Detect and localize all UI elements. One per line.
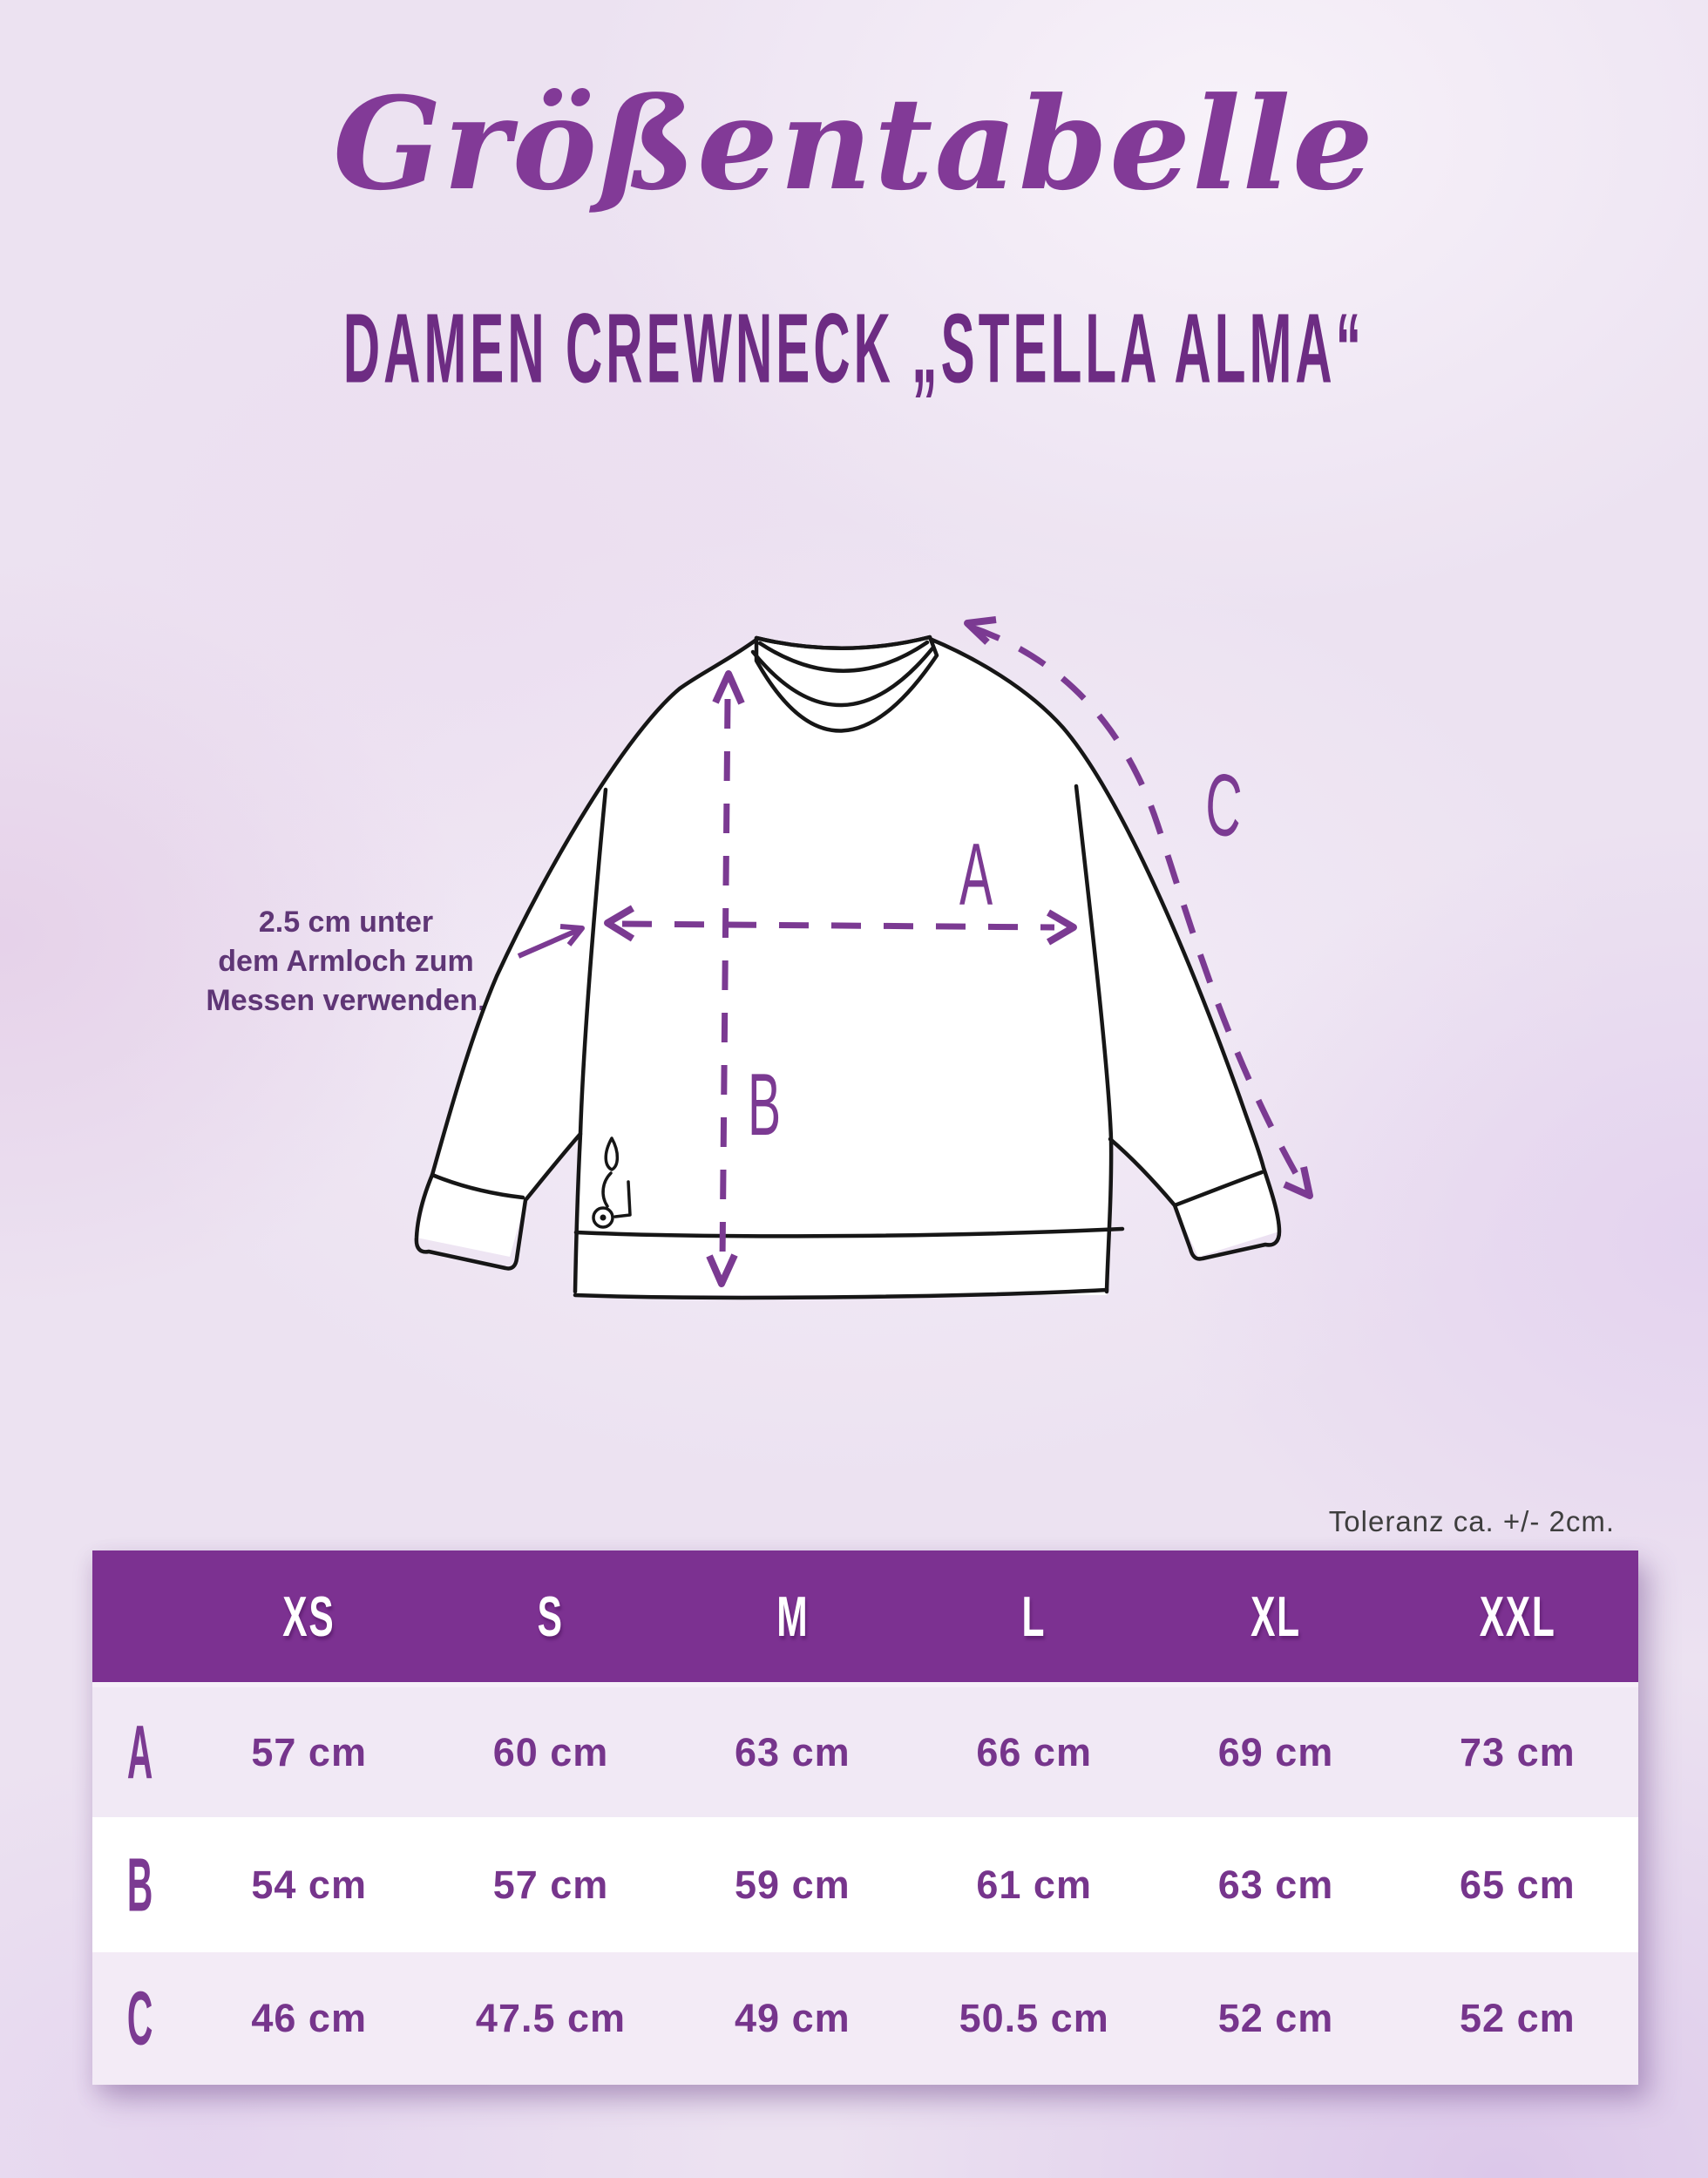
measure-b-line — [719, 698, 731, 1263]
tolerance-note: Toleranz ca. +/- 2cm. — [1328, 1505, 1615, 1537]
measure-c-arrow-top — [964, 616, 997, 645]
page-title: Größentabelle — [333, 70, 1375, 219]
cell-a-xl: 69 cm — [1217, 1729, 1334, 1774]
sweater-body — [575, 639, 1113, 1295]
left-sleeve-outline — [414, 637, 759, 1271]
column-header-xxl: XXL — [1479, 1584, 1556, 1648]
table-row-b: B 54 cm 57 cm 59 cm 61 cm 63 cm 65 cm — [92, 1817, 1638, 1952]
right-cuff-line — [1172, 1170, 1264, 1208]
cell-b-s: 57 cm — [492, 1862, 609, 1907]
row-label-c: C — [127, 1976, 153, 2061]
product-subtitle-text: DAMEN CREWNECK „STELLA ALMA“ — [342, 293, 1366, 404]
sweater-measurement-diagram: A B C — [414, 616, 1313, 1300]
column-header-xs: XS — [282, 1584, 336, 1648]
cell-b-m: 59 cm — [735, 1862, 851, 1907]
right-sleeve-outline — [927, 636, 1282, 1261]
cell-a-xs: 57 cm — [251, 1729, 367, 1774]
measure-a-arrow-right — [1046, 909, 1077, 946]
cell-b-xl: 63 cm — [1217, 1862, 1334, 1907]
row-label-a: A — [127, 1709, 153, 1795]
cell-c-m: 49 cm — [735, 1996, 851, 2040]
label-c: C — [1203, 754, 1244, 858]
size-table: XS S M L XL XXL A 57 cm 60 cm 63 cm 66 c… — [92, 1550, 1638, 2085]
right-side-seam — [1074, 784, 1114, 1294]
left-side-seam — [573, 787, 608, 1294]
cell-a-s: 60 cm — [492, 1729, 609, 1774]
table-row-c: C 46 cm 47.5 cm 49 cm 50.5 cm 52 cm 52 c… — [92, 1952, 1638, 2085]
column-header-l: L — [1021, 1584, 1047, 1648]
measure-c-line — [970, 624, 1309, 1192]
annotation-arrow-head — [559, 924, 585, 947]
cell-c-xxl: 52 cm — [1460, 1996, 1576, 2040]
cell-c-xl: 52 cm — [1217, 1996, 1334, 2040]
cell-b-xxl: 65 cm — [1460, 1862, 1576, 1907]
collar-rib-2 — [750, 646, 935, 708]
table-row-a: A 57 cm 60 cm 63 cm 66 cm 69 cm 73 cm — [92, 1682, 1638, 1817]
cell-b-xs: 54 cm — [251, 1862, 367, 1907]
cell-a-xxl: 73 cm — [1460, 1729, 1576, 1774]
armhole-measure-note: 2.5 cm unter dem Armloch zum Messen verw… — [206, 906, 486, 1017]
measure-a-line — [621, 920, 1055, 931]
column-header-s: S — [537, 1584, 565, 1648]
collar-top-edge — [754, 634, 932, 650]
column-header-xl: XL — [1250, 1584, 1301, 1648]
cell-b-l: 61 cm — [976, 1862, 1092, 1907]
cell-a-m: 63 cm — [735, 1729, 851, 1774]
measure-b-arrow-bottom — [706, 1253, 738, 1287]
measure-a-arrow-left — [604, 905, 635, 942]
cell-a-l: 66 cm — [976, 1729, 1092, 1774]
row-label-b: B — [127, 1842, 153, 1928]
hem-top-line — [573, 1226, 1125, 1238]
size-table-header-row: XS S M L XL XXL — [92, 1550, 1638, 1682]
measure-b-arrow-top — [712, 670, 745, 705]
annotation-arrow — [517, 926, 582, 959]
cell-c-s: 47.5 cm — [475, 1996, 627, 2040]
left-cuff-line — [430, 1172, 525, 1200]
hem-bottom-line — [573, 1287, 1109, 1300]
product-subtitle: DAMEN CREWNECK „STELLA ALMA“ — [0, 288, 1708, 410]
sweater-right-sleeve — [930, 639, 1279, 1257]
cell-c-l: 50.5 cm — [959, 1996, 1109, 2040]
label-a: A — [959, 826, 993, 924]
collar-rib-1 — [757, 640, 930, 673]
label-b: B — [748, 1056, 781, 1154]
candle-logo-icon — [592, 1136, 632, 1229]
measure-c-arrow-bottom — [1283, 1166, 1313, 1199]
cell-c-xs: 46 cm — [251, 1996, 367, 2040]
column-header-m: M — [776, 1584, 809, 1648]
